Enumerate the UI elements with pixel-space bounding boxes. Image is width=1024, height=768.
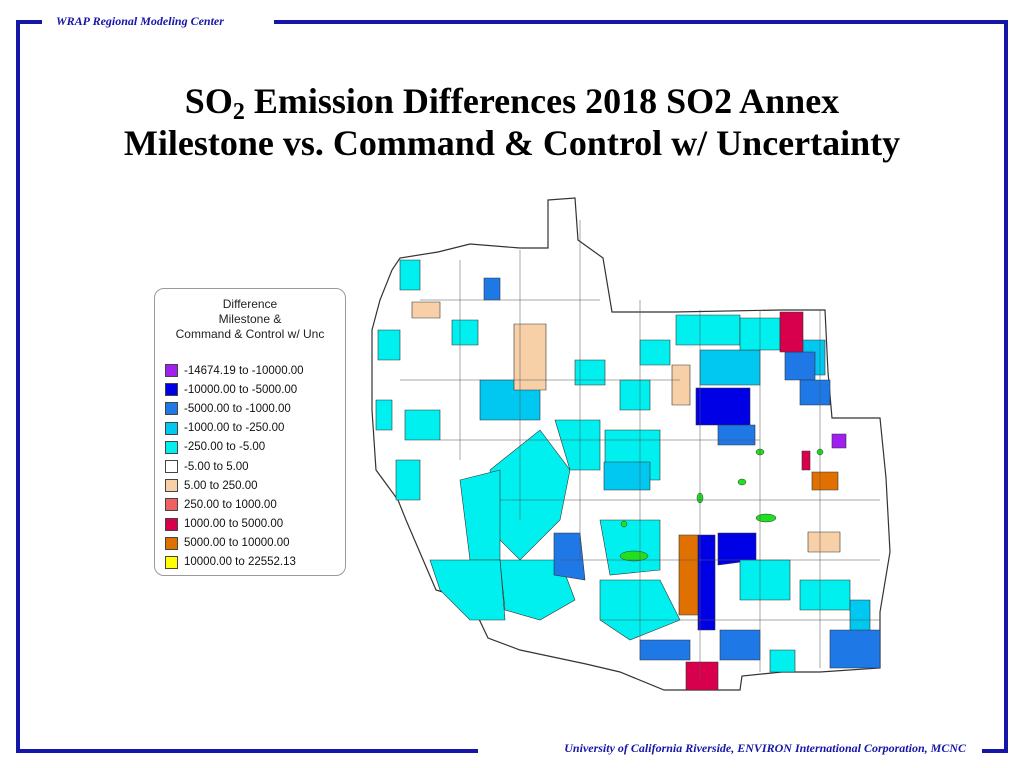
county-wa-3 [451, 319, 479, 346]
legend-swatch [165, 536, 178, 550]
county-arizona-north [599, 519, 661, 576]
frame-left [16, 20, 20, 753]
frame-top-left [16, 20, 42, 24]
county-wyoming-east [699, 349, 761, 386]
county-ca-coast-2 [395, 459, 421, 501]
county-ne-1 [717, 424, 756, 446]
legend-swatch [165, 402, 178, 416]
legend-swatch [165, 479, 178, 493]
legend-label: -14674.19 to -10000.00 [184, 364, 304, 377]
county-sd-crimson [801, 450, 811, 471]
legend-label: 250.00 to 1000.00 [184, 498, 277, 511]
county-ne-orange [811, 471, 839, 491]
legend-swatch [165, 421, 178, 435]
legend-label: -250.00 to -5.00 [184, 441, 266, 454]
page-title: SO2 Emission Differences 2018 SO2 Annex … [0, 80, 1024, 164]
county-ca-coast-1 [375, 399, 393, 431]
frame-bottom-left [16, 749, 478, 753]
legend-swatch [165, 440, 178, 454]
county-tx-1 [829, 629, 881, 669]
county-sd-2 [799, 379, 831, 406]
legend-item: 5000.00 to 10000.00 [165, 534, 304, 553]
lake-6 [620, 520, 628, 528]
county-wy-peach [671, 364, 691, 406]
legend-swatch [165, 383, 178, 397]
county-wyoming-campbell [695, 387, 751, 426]
legend-label: 10000.00 to 22552.13 [184, 556, 296, 569]
title-line-1: SO2 Emission Differences 2018 SO2 Annex [184, 81, 840, 125]
legend-label: 5000.00 to 10000.00 [184, 537, 290, 550]
county-oregon-east [404, 409, 441, 441]
lake-2 [755, 513, 777, 523]
county-co-1 [603, 461, 651, 491]
western-us-county-map [371, 197, 891, 691]
legend-item: -5000.00 to -1000.00 [165, 399, 304, 418]
legend-item: -1000.00 to -250.00 [165, 419, 304, 438]
legend-swatch [165, 460, 178, 474]
legend-title: Difference Milestone & Command & Control… [175, 297, 325, 341]
county-mt-1 [639, 339, 671, 366]
legend-label: 5.00 to 250.00 [184, 479, 258, 492]
frame-bottom-right [982, 749, 1008, 753]
county-mt-2 [574, 359, 606, 386]
legend-item: 5.00 to 250.00 [165, 476, 304, 495]
county-sd-1 [784, 351, 816, 381]
county-nm-3 [719, 629, 761, 661]
legend-item: -14674.19 to -10000.00 [165, 361, 304, 380]
title-subscript: 2 [232, 99, 245, 125]
legend-swatch [165, 555, 178, 569]
legend-item: -10000.00 to -5000.00 [165, 380, 304, 399]
county-nm-orange [678, 534, 699, 616]
county-wa-1 [399, 259, 421, 291]
county-wa-2 [483, 277, 501, 301]
county-mn-purple [831, 433, 847, 449]
frame-right [1004, 20, 1008, 753]
county-nd-crimson [779, 311, 804, 353]
legend-item: 1000.00 to 5000.00 [165, 515, 304, 534]
legend-label: -5000.00 to -1000.00 [184, 402, 291, 415]
legend-swatch [165, 364, 178, 378]
county-utah-west [554, 419, 601, 471]
county-mt-peach [513, 323, 547, 391]
county-lines-2 [459, 220, 821, 680]
county-or-coast [377, 329, 401, 361]
legend-swatch [165, 517, 178, 531]
map-legend: Difference Milestone & Command & Control… [154, 288, 346, 576]
legend-label: -1000.00 to -250.00 [184, 422, 285, 435]
legend-items: -14674.19 to -10000.00 -10000.00 to -5000… [165, 361, 304, 572]
legend-item: -250.00 to -5.00 [165, 438, 304, 457]
county-nm-4 [639, 639, 691, 661]
legend-item: -5.00 to 5.00 [165, 457, 304, 476]
county-ut-1 [619, 379, 651, 411]
county-ok-1 [799, 579, 851, 611]
header-label: WRAP Regional Modeling Center [56, 14, 224, 28]
legend-item: 10000.00 to 22552.13 [165, 553, 304, 572]
county-tx-2 [769, 649, 796, 673]
lake-1 [619, 550, 649, 562]
title-line-2: Milestone vs. Command & Control w/ Uncer… [123, 123, 901, 163]
county-california-south [429, 559, 506, 621]
legend-label: -10000.00 to -5000.00 [184, 383, 298, 396]
county-nd-west [675, 314, 741, 346]
footer-label: University of California Riverside, ENVI… [564, 741, 966, 755]
county-tx-crimson [685, 661, 719, 691]
county-nm-blue-strip [697, 534, 716, 631]
frame-top-right [274, 20, 1008, 24]
legend-swatch [165, 498, 178, 512]
county-ks-peach [807, 531, 841, 553]
county-nm-1 [553, 532, 586, 581]
county-ks-1 [739, 559, 791, 601]
legend-label: -5.00 to 5.00 [184, 460, 249, 473]
county-lines-1 [400, 299, 880, 621]
legend-item: 250.00 to 1000.00 [165, 495, 304, 514]
lake-3 [737, 478, 747, 486]
legend-label: 1000.00 to 5000.00 [184, 518, 284, 531]
county-wa-peach [411, 301, 441, 319]
